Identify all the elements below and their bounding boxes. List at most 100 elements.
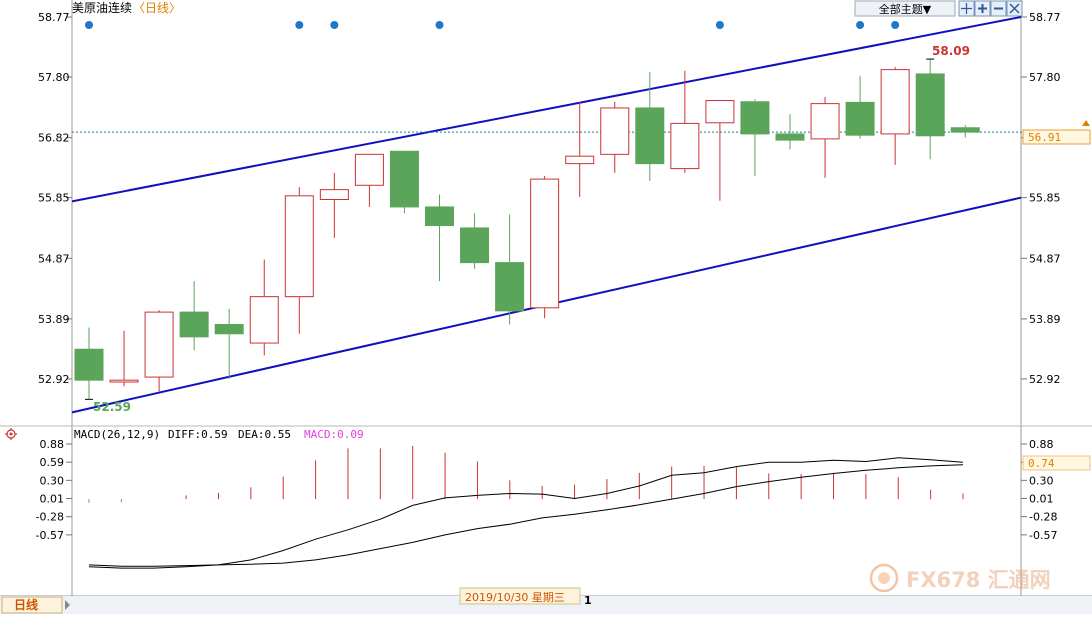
macd-lines xyxy=(88,457,964,569)
candle-body xyxy=(179,311,209,338)
candle xyxy=(460,213,490,269)
price-tick-label-right: 53.89 xyxy=(1029,313,1061,326)
price-tick-label-right: 58.77 xyxy=(1029,11,1061,24)
low-price-label: 52.59 xyxy=(93,400,131,414)
candle xyxy=(530,176,560,319)
candle-body xyxy=(670,122,700,170)
macd-settings-icon[interactable] xyxy=(5,428,17,440)
candle-body xyxy=(915,73,945,137)
candle xyxy=(249,259,279,356)
event-dot xyxy=(715,21,724,29)
candle-body xyxy=(460,227,490,264)
candle xyxy=(495,214,525,325)
event-dot xyxy=(856,21,865,29)
candle xyxy=(354,153,384,207)
price-tick-label-left: 58.77 xyxy=(38,11,70,24)
price-axis-left: 58.77 57.80 56.82 55.85 54.87 53.89 52.92 xyxy=(38,11,72,386)
date-readout-box xyxy=(459,587,581,605)
candle xyxy=(950,125,980,138)
candle-body xyxy=(214,323,244,335)
candle xyxy=(389,150,419,214)
macd-tick-label-left: -0.28 xyxy=(36,511,64,524)
candle-body xyxy=(740,101,770,135)
candle-body xyxy=(284,195,314,298)
candle-body xyxy=(845,101,875,136)
candle xyxy=(214,309,244,379)
candle xyxy=(880,67,910,165)
candle-body xyxy=(495,262,525,312)
candle-body xyxy=(705,100,735,124)
price-tick-label-left: 53.89 xyxy=(38,313,70,326)
zoom-in-icon[interactable] xyxy=(974,0,991,17)
candle-body xyxy=(565,155,595,165)
macd-current-tag: 0.74 xyxy=(1022,455,1091,471)
theme-button[interactable]: 全部主题▼ xyxy=(854,0,956,17)
price-tick-label-right: 52.92 xyxy=(1029,373,1061,386)
scroll-right-icon[interactable] xyxy=(65,600,70,610)
macd-tick-label-left: 0.88 xyxy=(40,438,65,451)
candle-body xyxy=(144,311,174,378)
price-tick-label-left: 55.85 xyxy=(38,192,70,205)
candle-body xyxy=(600,107,630,155)
macd-tick-label-left: 0.30 xyxy=(40,474,65,487)
instrument-title: 美原油连续 xyxy=(72,0,132,15)
date-readout-suffix: 1 xyxy=(584,594,592,607)
macd-axis-left: 0.88 0.59 0.30 0.01 -0.28 -0.57 xyxy=(36,438,72,542)
candle xyxy=(179,281,209,351)
price-tick-label-left: 52.92 xyxy=(38,373,70,386)
date-readout: 2019/10/30 星期三 xyxy=(465,591,565,604)
candle xyxy=(319,172,349,238)
macd-tick-label-right: -0.28 xyxy=(1029,511,1057,524)
high-price-label: 58.09 xyxy=(932,44,970,58)
candle-body xyxy=(74,348,104,381)
theme-button-label: 全部主题▼ xyxy=(879,2,932,16)
price-tick-label-right: 54.87 xyxy=(1029,252,1061,265)
event-dot xyxy=(435,21,444,29)
period-tab-daily[interactable]: 日线 xyxy=(1,596,63,614)
current-price-tag: 56.91 xyxy=(1022,129,1091,145)
event-dot xyxy=(891,21,900,29)
macd-tick-label-right: 0.88 xyxy=(1029,438,1054,451)
candle-body xyxy=(530,178,560,309)
candle-body xyxy=(880,69,910,135)
event-dot xyxy=(330,21,339,29)
macd-histogram xyxy=(88,445,964,503)
macd-tick-label-left: -0.57 xyxy=(36,529,64,542)
candle-body xyxy=(635,107,665,165)
candle xyxy=(74,327,104,400)
candle-body xyxy=(950,127,980,133)
close-icon[interactable] xyxy=(1006,0,1023,17)
macd-tick-label-left: 0.01 xyxy=(40,493,65,506)
candle xyxy=(635,72,665,181)
macd-current-tag-text: 0.74 xyxy=(1028,457,1055,470)
macd-tick-label-right: 0.01 xyxy=(1029,493,1054,506)
period-tab-label: 日线 xyxy=(14,597,38,612)
footer-bar xyxy=(0,596,1092,614)
price-tick-label-right: 55.85 xyxy=(1029,192,1061,205)
macd-tick-label-left: 0.59 xyxy=(40,456,65,469)
macd-diff-line xyxy=(88,457,964,569)
candle xyxy=(109,330,139,387)
candle xyxy=(284,187,314,334)
candle xyxy=(915,59,945,160)
candle-body xyxy=(775,133,805,141)
macd-label-macd: MACD:0.09 xyxy=(304,428,364,441)
candle xyxy=(600,101,630,173)
macd-tick-label-right: -0.57 xyxy=(1029,529,1057,542)
crosshair-tool-icon[interactable] xyxy=(958,0,975,17)
candle-body xyxy=(109,379,139,383)
candle xyxy=(775,114,805,150)
event-dot xyxy=(85,21,93,29)
candle xyxy=(670,70,700,173)
candle xyxy=(810,96,840,178)
candle xyxy=(705,99,735,201)
candle-body xyxy=(319,189,349,201)
zoom-out-icon[interactable] xyxy=(990,0,1007,17)
macd-tick-label-right: 0.30 xyxy=(1029,474,1054,487)
watermark-text: FX678 汇通网 xyxy=(906,568,1051,592)
candle-body xyxy=(354,153,384,186)
period-tag: 〈日线〉 xyxy=(133,1,181,15)
candle-body xyxy=(425,206,454,226)
